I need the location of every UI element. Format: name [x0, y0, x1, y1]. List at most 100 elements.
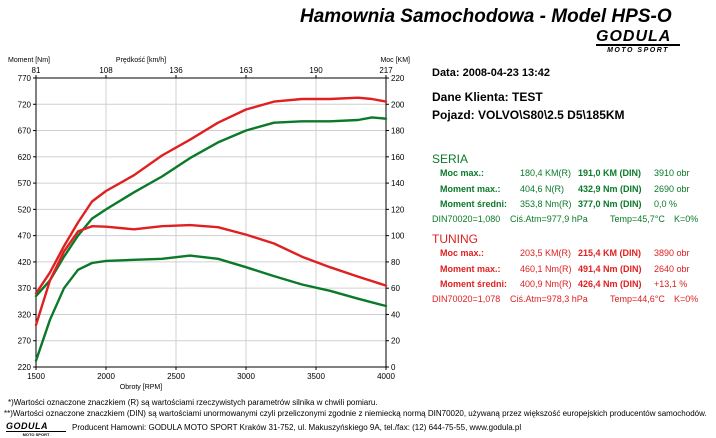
y-right-tick-label: 20 — [391, 337, 400, 346]
y-right-axis-title: Moc [KM] — [380, 57, 410, 64]
y-right-tick-label: 160 — [391, 153, 405, 162]
tuning-torque-r: 460,1 Nm(R) — [520, 264, 572, 274]
y-right-tick-label: 40 — [391, 310, 400, 319]
tuning-row-power: Moc max.: 203,5 KM(R) 215,4 KM (DIN) 389… — [440, 248, 710, 260]
tuning-power-din: 215,4 KM (DIN) — [578, 248, 642, 258]
y-right-tick-label: 100 — [391, 232, 405, 241]
y-right-tick-label: 180 — [391, 127, 405, 136]
tuning-atm: Ciś.Atm=978,3 hPa — [510, 294, 588, 304]
seria-power-label: Moc max.: — [440, 168, 485, 178]
tuning-conditions: DIN70020=1,078 Ciś.Atm=978,3 hPa Temp=44… — [432, 294, 712, 306]
x2-tick-label: 217 — [379, 66, 393, 75]
y-left-tick-label: 270 — [18, 337, 32, 346]
tuning-row-avg: Moment średni: 400,9 Nm(R) 426,4 Nm (DIN… — [440, 279, 710, 291]
x-tick-label: 2500 — [167, 372, 185, 381]
seria-torque-din: 432,9 Nm (DIN) — [578, 184, 642, 194]
series-line-power-green — [34, 116, 388, 298]
seria-din-factor: DIN70020=1,080 — [432, 214, 501, 224]
x2-tick-label: 163 — [239, 66, 253, 75]
godula-logo: GODULA MOTO SPORT — [596, 29, 680, 55]
date-value: 2008-04-23 13:42 — [462, 67, 551, 79]
seria-row-torque: Moment max.: 404,6 N(R) 432,9 Nm (DIN) 2… — [440, 184, 710, 196]
y-left-tick-label: 620 — [18, 153, 32, 162]
y-right-tick-label: 80 — [391, 258, 400, 267]
y-left-tick-label: 770 — [18, 74, 32, 83]
tuning-power-label: Moc max.: — [440, 248, 485, 258]
y-left-tick-label: 420 — [18, 258, 32, 267]
seria-torque-label: Moment max.: — [440, 184, 501, 194]
seria-avg-r: 353,8 Nm(R) — [520, 199, 572, 209]
tuning-power-r: 203,5 KM(R) — [520, 248, 572, 258]
seria-title: SERIA — [432, 152, 469, 166]
y-left-tick-label: 370 — [18, 284, 32, 293]
seria-avg-pct: 0,0 % — [654, 199, 678, 209]
y-right-tick-label: 60 — [391, 284, 400, 293]
seria-power-rpm: 3910 obr — [654, 168, 690, 178]
plot-frame — [35, 77, 387, 368]
seria-k: K=0% — [674, 214, 699, 224]
seria-row-power: Moc max.: 180,4 KM(R) 191,0 KM (DIN) 391… — [440, 168, 710, 180]
logo-sub-text: MOTO SPORT — [607, 47, 669, 54]
y-left-tick-label: 720 — [18, 100, 32, 109]
x-tick-label: 4000 — [377, 372, 395, 381]
y-left-tick-label: 470 — [18, 232, 32, 241]
tuning-k: K=0% — [674, 294, 699, 304]
x-tick-label: 3000 — [237, 372, 255, 381]
chart-title: Hamownia Samochodowa - Model HPS-O — [300, 6, 672, 27]
vehicle-label: Pojazd: — [432, 108, 475, 122]
series-line-power-red — [34, 96, 388, 295]
y-right-tick-label: 120 — [391, 205, 405, 214]
footer-logo-sub: MOTO SPORT — [22, 432, 50, 437]
tuning-title: TUNING — [432, 232, 478, 246]
y-left-axis-title: Moment [Nm] — [8, 57, 50, 64]
seria-power-r: 180,4 KM(R) — [520, 168, 572, 178]
footer-logo-main: GODULA — [6, 422, 66, 432]
tuning-torque-label: Moment max.: — [440, 264, 501, 274]
tuning-temp: Temp=44,6°C — [610, 294, 665, 304]
seria-avg-din: 377,0 Nm (DIN) — [578, 199, 642, 209]
y-left-tick-label: 320 — [18, 310, 32, 319]
y-right-tick-label: 0 — [391, 363, 396, 372]
seria-torque-r: 404,6 N(R) — [520, 184, 565, 194]
x2-tick-label: 190 — [309, 66, 323, 75]
y-left-tick-label: 570 — [18, 179, 32, 188]
tuning-torque-rpm: 2640 obr — [654, 264, 690, 274]
tuning-din-factor: DIN70020=1,078 — [432, 294, 501, 304]
x-tick-label: 1500 — [27, 372, 45, 381]
client-value: TEST — [512, 90, 543, 104]
x2-tick-label: 136 — [169, 66, 183, 75]
seria-row-avg: Moment średni: 353,8 Nm(R) 377,0 Nm (DIN… — [440, 199, 710, 211]
x2-tick-label: 81 — [32, 66, 41, 75]
y-right-tick-label: 220 — [391, 74, 405, 83]
footer-note-r: *)Wartości oznaczone znaczkiem (R) są wa… — [8, 398, 378, 407]
tuning-avg-r: 400,9 Nm(R) — [520, 279, 572, 289]
x-axis-title: Obroty [RPM] — [120, 384, 162, 391]
x-tick-label: 3500 — [307, 372, 325, 381]
seria-conditions: DIN70020=1,080 Ciś.Atm=977,9 hPa Temp=45… — [432, 214, 712, 226]
y-left-tick-label: 520 — [18, 205, 32, 214]
seria-power-din: 191,0 KM (DIN) — [578, 168, 642, 178]
tuning-row-torque: Moment max.: 460,1 Nm(R) 491,4 Nm (DIN) … — [440, 264, 710, 276]
footer-note-din: **)Wartości oznaczone znaczkiem (DIN) są… — [4, 409, 707, 418]
tuning-avg-din: 426,4 Nm (DIN) — [578, 279, 642, 289]
seria-avg-label: Moment średni: — [440, 199, 508, 209]
vehicle-row: Pojazd: VOLVO\S80\2.5 D5\185KM — [432, 108, 625, 122]
y-right-tick-label: 140 — [391, 179, 405, 188]
client-row: Dane Klienta: TEST — [432, 90, 543, 104]
tuning-torque-din: 491,4 Nm (DIN) — [578, 264, 642, 274]
client-label: Dane Klienta: — [432, 90, 509, 104]
logo-main-text: GODULA — [596, 29, 680, 46]
footer-godula-logo: GODULA MOTO SPORT — [6, 422, 66, 437]
seria-atm: Ciś.Atm=977,9 hPa — [510, 214, 588, 224]
seria-temp: Temp=45,7°C — [610, 214, 665, 224]
x-tick-label: 2000 — [97, 372, 115, 381]
x2-axis-title: Prędkość [km/h] — [116, 57, 166, 64]
series-line-torque-red — [34, 223, 388, 327]
y-left-tick-label: 670 — [18, 127, 32, 136]
tuning-avg-pct: +13,1 % — [654, 279, 688, 289]
date-row: Data: 2008-04-23 13:42 — [432, 67, 550, 79]
vehicle-value: VOLVO\S80\2.5 D5\185KM — [478, 108, 625, 122]
seria-torque-rpm: 2690 obr — [654, 184, 690, 194]
x2-tick-label: 108 — [99, 66, 113, 75]
